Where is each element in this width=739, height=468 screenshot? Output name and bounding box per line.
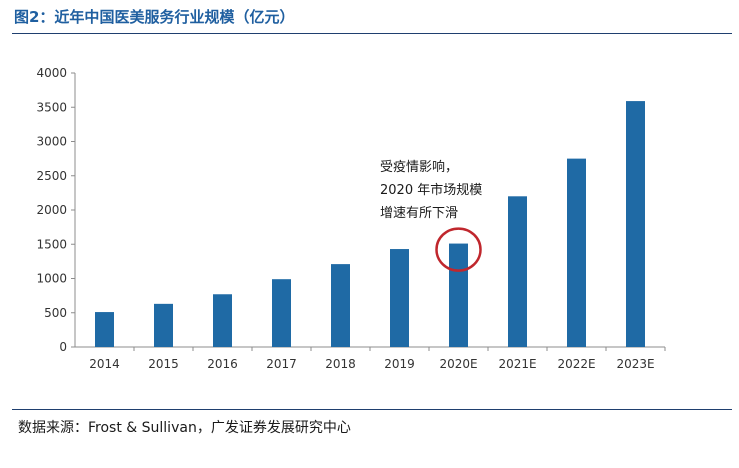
x-tick-label: 2018	[325, 357, 356, 371]
x-tick-label: 2015	[148, 357, 179, 371]
y-tick-label: 4000	[36, 66, 67, 80]
bar-2023E	[626, 101, 645, 348]
bar-chart: 0 500 1000 1500 2000 2500 3000 3500 4000 2014 2015…	[36, 66, 666, 371]
annotation-text-line: 2020 年市场规模	[380, 182, 482, 198]
annotation-text-line: 增速有所下滑	[380, 206, 458, 221]
bar-2019	[390, 249, 409, 347]
bar-2020E	[449, 243, 468, 347]
y-tick-label: 3000	[36, 135, 67, 149]
y-tick-label: 1500	[36, 237, 67, 251]
y-tick-label: 3500	[36, 100, 67, 114]
y-tick-label: 0	[59, 340, 67, 354]
source-note: 数据来源：Frost & Sullivan，广发证券发展研究中心	[18, 420, 351, 436]
bar-2015	[154, 303, 173, 347]
bar-2021E	[508, 196, 527, 347]
bar-2017	[272, 279, 291, 347]
y-tick-label: 2500	[36, 169, 67, 183]
bar-2014	[95, 312, 114, 347]
x-tick-label: 2019	[384, 357, 415, 371]
x-tick-label: 2014	[89, 357, 120, 371]
annotation-text-line: 受疫情影响，	[380, 159, 458, 175]
title-divider	[12, 33, 732, 34]
x-tick-label: 2017	[266, 357, 297, 371]
x-tick-label: 2021E	[498, 357, 536, 371]
page-title: 图2：近年中国医美服务行业规模（亿元）	[14, 8, 295, 26]
annotation-circle	[435, 227, 482, 272]
x-tick-label: 2020E	[439, 357, 477, 371]
title-row: 图2：近年中国医美服务行业规模（亿元）	[0, 0, 739, 34]
bar-2018	[331, 264, 350, 347]
footer-divider	[12, 409, 732, 410]
bar-2016	[213, 294, 232, 347]
y-tick-label: 1000	[36, 272, 67, 286]
x-tick-label: 2016	[207, 357, 238, 371]
y-tick-label: 2000	[36, 203, 67, 217]
y-tick-label: 500	[44, 306, 67, 320]
bar-2022E	[567, 158, 586, 347]
x-tick-label: 2023E	[616, 357, 654, 371]
x-tick-label: 2022E	[557, 357, 595, 371]
